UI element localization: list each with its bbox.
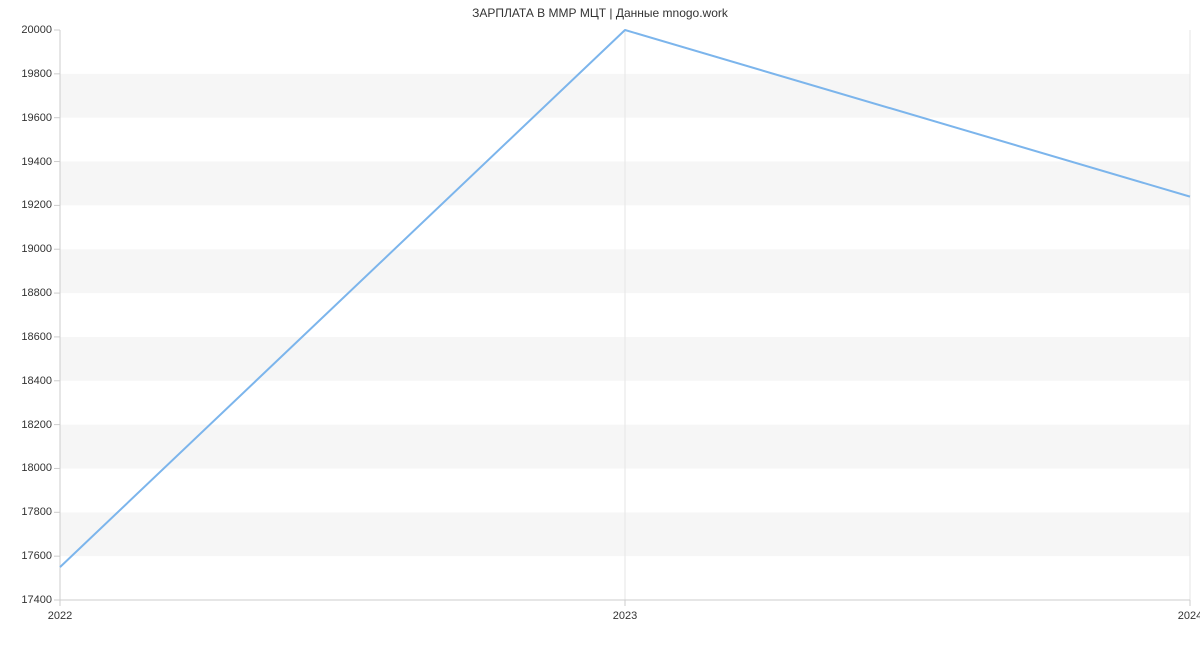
y-axis-tick-label: 18000	[2, 462, 52, 474]
y-axis-tick-label: 17400	[2, 594, 52, 606]
y-axis-tick-label: 19600	[2, 112, 52, 124]
plot-area	[60, 30, 1190, 600]
x-axis-tick-label: 2024	[1178, 610, 1200, 622]
y-axis-tick-label: 19000	[2, 243, 52, 255]
x-axis-tick-label: 2023	[613, 610, 637, 622]
y-axis-tick-label: 19200	[2, 199, 52, 211]
y-axis-tick-label: 17800	[2, 506, 52, 518]
x-axis-tick-label: 2022	[48, 610, 72, 622]
y-axis-tick-label: 18200	[2, 419, 52, 431]
y-axis-tick-label: 20000	[2, 24, 52, 36]
y-axis-tick-label: 17600	[2, 550, 52, 562]
y-axis-tick-label: 19400	[2, 156, 52, 168]
chart-title: ЗАРПЛАТА В ММР МЦТ | Данные mnogo.work	[0, 6, 1200, 20]
y-axis-tick-label: 18600	[2, 331, 52, 343]
chart-svg	[60, 30, 1190, 600]
y-axis-tick-label: 18400	[2, 375, 52, 387]
y-axis-tick-label: 18800	[2, 287, 52, 299]
y-axis-tick-label: 19800	[2, 68, 52, 80]
chart-container: ЗАРПЛАТА В ММР МЦТ | Данные mnogo.work 1…	[0, 0, 1200, 650]
